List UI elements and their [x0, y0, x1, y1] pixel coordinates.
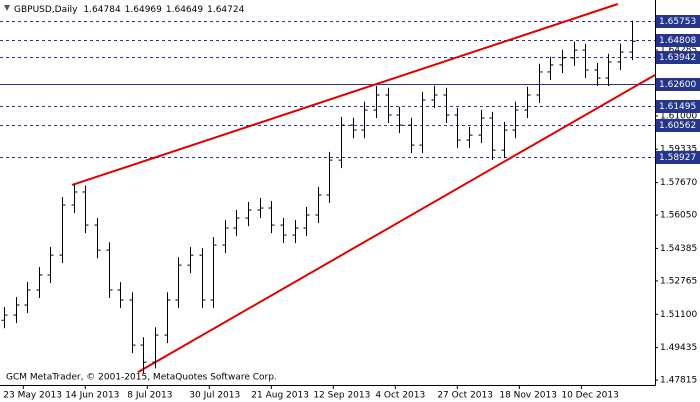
x-tick-label: 12 Sep 2013: [313, 391, 370, 401]
level-label-box: [656, 15, 700, 28]
x-tick-label: 21 Aug 2013: [251, 391, 309, 401]
quote-value: 1.64784: [83, 5, 120, 15]
x-tick-label: 14 Jun 2013: [65, 391, 119, 401]
quote-value: 1.64969: [125, 5, 162, 15]
trendline: [71, 3, 619, 186]
level-label: 1.65753: [659, 17, 696, 27]
level-label: 1.63942: [659, 53, 696, 63]
level-label: 1.60562: [659, 121, 696, 131]
level-label-box: [656, 151, 700, 164]
footer: GCM MetaTrader, © 2001-2015, MetaQuotes …: [6, 373, 277, 383]
x-tick-label: 10 Dec 2013: [561, 391, 619, 401]
y-tick-label: 1.57670: [660, 178, 697, 188]
x-tick-label: 8 Jul 2013: [127, 391, 172, 401]
trendline: [137, 74, 656, 374]
x-tick-label: 27 Oct 2013: [437, 391, 493, 401]
level-label: 1.61495: [659, 102, 696, 112]
x-tick-label: 18 Nov 2013: [499, 391, 557, 401]
y-tick-label: 1.54385: [660, 244, 697, 254]
symbol: GBPUSD,Daily: [14, 5, 78, 15]
level-label-box: [656, 51, 700, 64]
level-label-box: [656, 100, 700, 113]
y-tick-label: 1.49435: [660, 343, 697, 353]
level-label: 1.62600: [659, 80, 696, 90]
level-label-box: [656, 119, 700, 132]
y-tick-label: 1.61000: [660, 111, 697, 121]
symbol-icon: [4, 5, 10, 11]
quote-value: 1.64724: [207, 5, 244, 15]
y-tick-label: 1.56050: [660, 211, 697, 221]
level-label: 1.58927: [659, 153, 696, 163]
x-tick-label: 30 Jul 2013: [189, 391, 240, 401]
y-tick-label: 1.64285: [660, 46, 697, 56]
chart-header: GBPUSD,Daily 1.64784 1.64969 1.64649 1.64724: [14, 5, 245, 15]
x-tick-label: 4 Oct 2013: [375, 391, 425, 401]
level-label-box: [656, 78, 700, 91]
y-tick-label: 1.47815: [660, 376, 697, 386]
level-label-box: [656, 34, 700, 47]
y-tick-label: 1.59335: [660, 145, 697, 155]
y-tick-label: 1.51100: [660, 310, 697, 320]
y-tick-label: 1.52765: [660, 276, 697, 286]
x-tick-label: 23 May 2013: [3, 391, 62, 401]
quote-value: 1.64649: [166, 5, 203, 15]
level-label: 1.64808: [659, 36, 696, 46]
